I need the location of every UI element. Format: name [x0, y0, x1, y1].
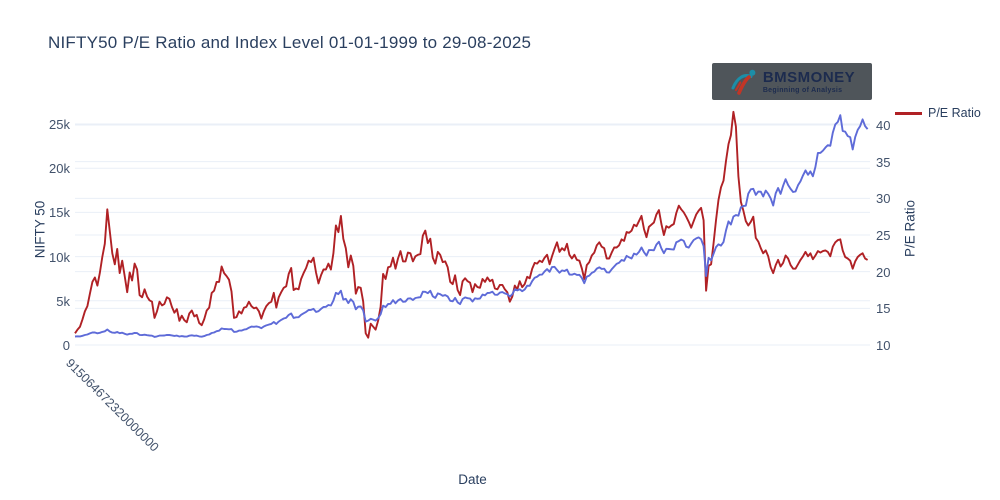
right-axis-tick-label: 25: [876, 228, 891, 243]
left-axis-tick-label: 20k: [49, 161, 70, 177]
legend-item-pe-ratio[interactable]: P/E Ratio: [895, 106, 981, 120]
right-axis-tick-label: 30: [876, 191, 891, 207]
left-axis-tick-label: 10k: [49, 249, 70, 265]
right-axis-tick-label: 20: [876, 264, 891, 280]
logo-tagline-text: Beginning of Analysis: [762, 86, 843, 94]
left-axis-tick-label: 25k: [49, 117, 70, 132]
logo-brand-text: BMSMONEY: [762, 68, 856, 86]
right-axis-tick-label: 40: [876, 118, 891, 133]
bmsmoney-logo: BMSMONEY Beginning of Analysis: [712, 63, 872, 100]
chart-title: NIFTY50 P/E Ratio and Index Level 01-01-…: [48, 33, 532, 52]
right-axis-tick-label: 35: [876, 154, 891, 170]
left-axis-tick-label: 0: [62, 338, 70, 353]
right-axis-title: P/E Ratio: [902, 199, 918, 258]
right-axis-tick-label: 15: [876, 301, 891, 317]
x-axis-title: Date: [458, 472, 487, 487]
right-axis-tick-label: 10: [876, 338, 891, 353]
pe-ratio-legend-line: [895, 111, 922, 115]
left-axis-tick-label: 15k: [49, 205, 70, 221]
left-axis-title: NIFTY 50: [32, 200, 48, 259]
pe-ratio-line: [74, 110, 869, 339]
bmsmoney-logo-icon: [731, 69, 756, 95]
pe-ratio-legend-label: P/E Ratio: [928, 106, 981, 120]
left-axis-tick-label: 5k: [56, 293, 70, 309]
nifty50-line: [74, 114, 869, 338]
